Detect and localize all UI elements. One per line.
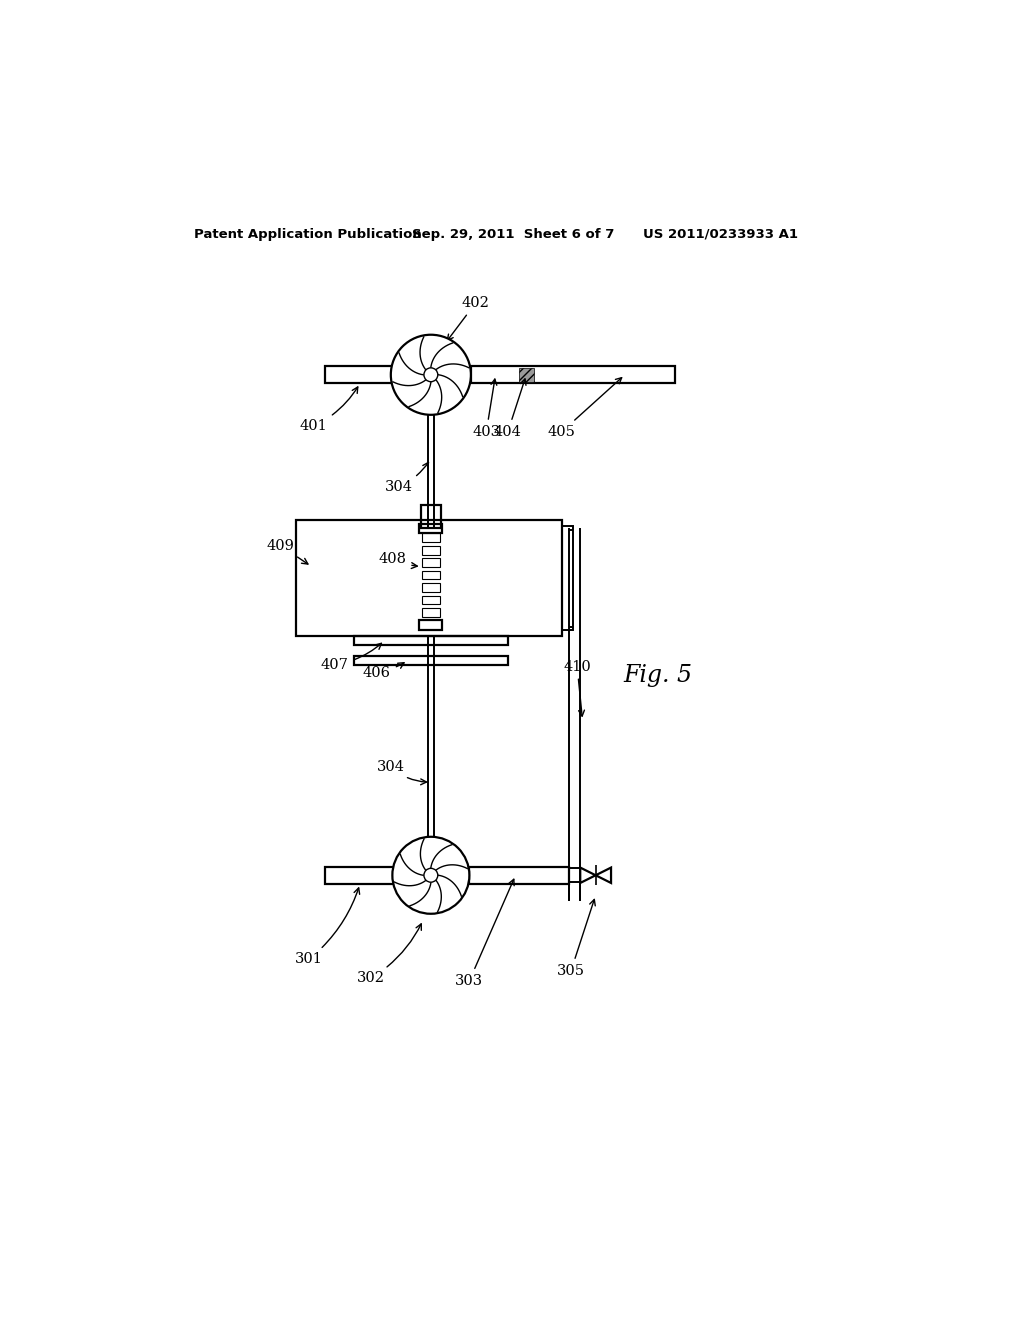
Bar: [562, 527, 572, 630]
Circle shape: [391, 335, 471, 414]
Bar: [421, 504, 441, 528]
Bar: [354, 636, 508, 645]
Bar: [354, 656, 508, 665]
Bar: [422, 558, 440, 568]
Bar: [518, 368, 535, 381]
Bar: [296, 520, 562, 636]
Text: 410: 410: [563, 660, 591, 717]
Bar: [422, 583, 440, 591]
Text: 302: 302: [356, 924, 421, 986]
Bar: [326, 366, 394, 383]
Text: 403: 403: [472, 379, 501, 438]
Text: Sep. 29, 2011  Sheet 6 of 7: Sep. 29, 2011 Sheet 6 of 7: [412, 227, 614, 240]
Text: 304: 304: [385, 462, 428, 494]
Text: 305: 305: [557, 899, 595, 978]
Bar: [419, 620, 442, 630]
Bar: [419, 524, 442, 533]
Text: US 2011/0233933 A1: US 2011/0233933 A1: [643, 227, 798, 240]
Bar: [422, 570, 440, 579]
Circle shape: [392, 837, 469, 913]
Bar: [422, 595, 440, 605]
Text: 409: 409: [267, 539, 308, 564]
Text: 408: 408: [378, 552, 418, 569]
Text: 304: 304: [377, 760, 427, 785]
Text: 405: 405: [548, 378, 622, 438]
Bar: [326, 867, 394, 884]
Text: Patent Application Publication: Patent Application Publication: [194, 227, 422, 240]
Text: 402: 402: [447, 296, 489, 341]
Text: 404: 404: [494, 379, 526, 438]
Bar: [471, 366, 675, 383]
Text: 406: 406: [362, 663, 404, 680]
Bar: [422, 546, 440, 554]
Bar: [469, 867, 569, 884]
Text: 401: 401: [300, 387, 357, 433]
Text: 407: 407: [321, 643, 381, 672]
Circle shape: [424, 368, 438, 381]
Bar: [422, 609, 440, 616]
Bar: [422, 533, 440, 543]
Text: 301: 301: [295, 888, 359, 966]
Text: Fig. 5: Fig. 5: [624, 664, 692, 688]
Text: 303: 303: [456, 879, 514, 987]
Circle shape: [424, 869, 438, 882]
